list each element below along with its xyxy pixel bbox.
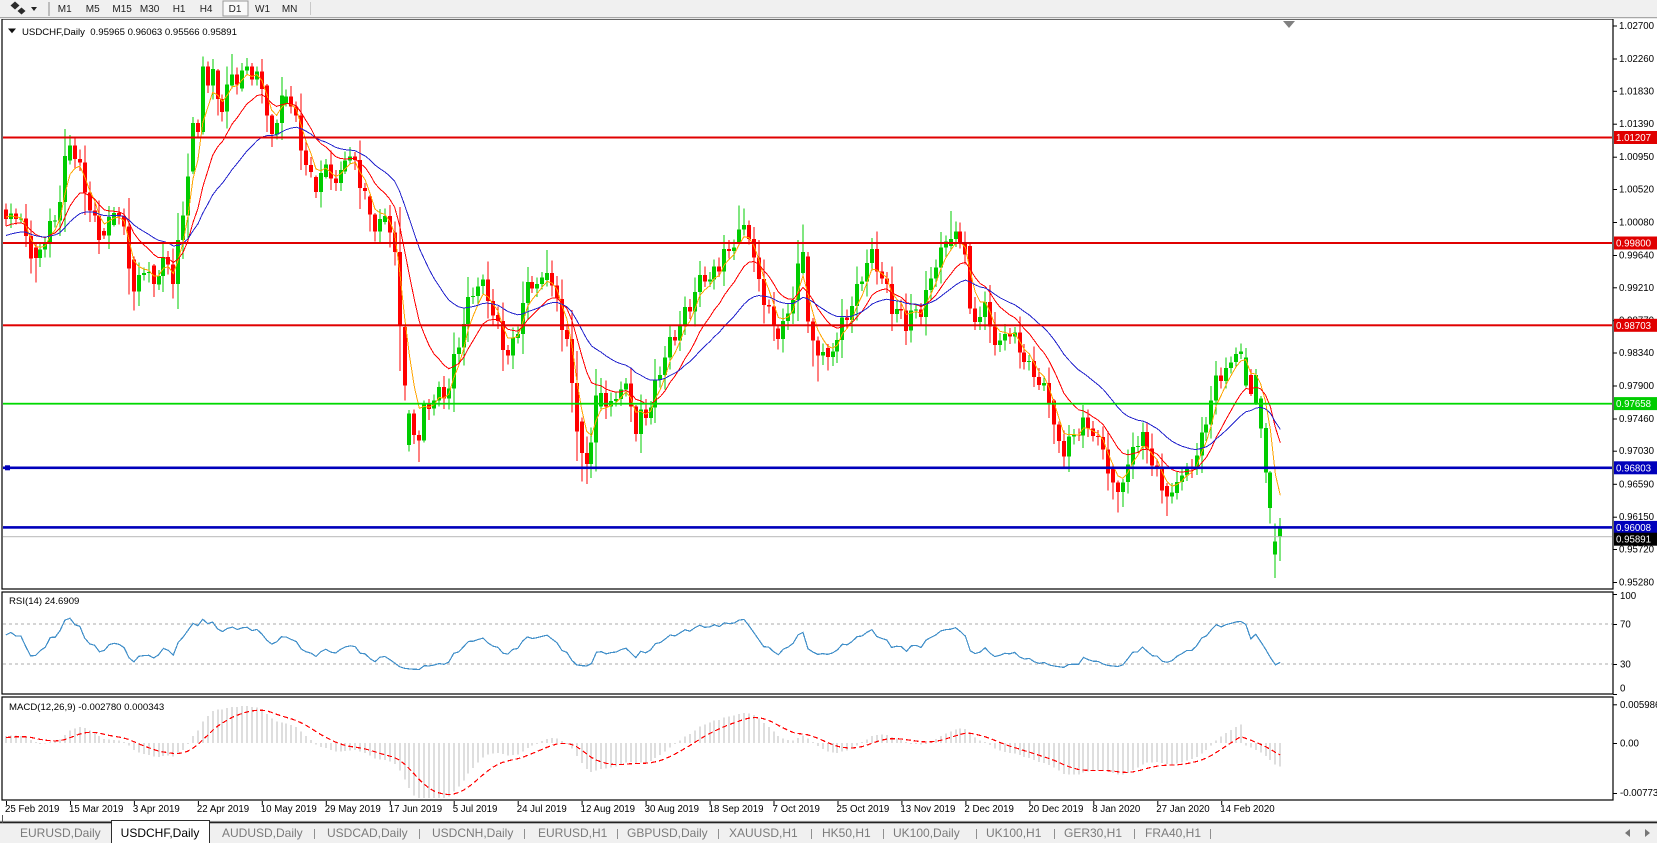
svg-text:14 Feb 2020: 14 Feb 2020 [1220,804,1275,815]
svg-text:12 Aug 2019: 12 Aug 2019 [581,804,635,815]
svg-text:0.98703: 0.98703 [1616,321,1651,332]
svg-text:1.01390: 1.01390 [1619,119,1655,130]
svg-text:H1: H1 [173,4,186,15]
svg-text:0.00: 0.00 [1620,739,1639,750]
svg-text:D1: D1 [229,4,242,15]
svg-text:RSI(14) 24.6909: RSI(14) 24.6909 [9,596,79,607]
svg-text:8 Jan 2020: 8 Jan 2020 [1092,804,1141,815]
svg-text:FRA40,H1: FRA40,H1 [1145,826,1201,840]
svg-text:0.95891: 0.95891 [1616,535,1651,546]
svg-text:MN: MN [282,4,298,15]
svg-text:0.97658: 0.97658 [1616,399,1651,410]
svg-text:3 Apr 2019: 3 Apr 2019 [133,804,180,815]
svg-text:30: 30 [1620,660,1631,671]
svg-text:H4: H4 [200,4,213,15]
svg-text:29 May 2019: 29 May 2019 [325,804,381,815]
svg-text:EURUSD,H1: EURUSD,H1 [538,826,608,840]
svg-text:1.00520: 1.00520 [1619,185,1655,196]
svg-text:30 Aug 2019: 30 Aug 2019 [645,804,699,815]
svg-text:1.00950: 1.00950 [1619,152,1655,163]
svg-text:0.96803: 0.96803 [1616,463,1651,474]
svg-text:W1: W1 [255,4,270,15]
svg-text:0.98340: 0.98340 [1619,348,1655,359]
svg-text:UK100,H1: UK100,H1 [986,826,1042,840]
svg-text:HK50,H1: HK50,H1 [822,826,871,840]
svg-text:M1: M1 [58,4,72,15]
svg-text:27 Jan 2020: 27 Jan 2020 [1156,804,1210,815]
svg-text:25 Oct 2019: 25 Oct 2019 [837,804,890,815]
svg-text:0.95720: 0.95720 [1619,545,1655,556]
svg-text:0.96008: 0.96008 [1616,523,1651,534]
svg-text:13 Nov 2019: 13 Nov 2019 [900,804,955,815]
svg-text:1.01830: 1.01830 [1619,86,1655,97]
svg-text:5 Jul 2019: 5 Jul 2019 [453,804,498,815]
svg-text:AUDUSD,Daily: AUDUSD,Daily [222,826,303,840]
svg-text:0.005986: 0.005986 [1620,700,1657,711]
svg-text:0.97030: 0.97030 [1619,446,1655,457]
svg-text:24 Jul 2019: 24 Jul 2019 [517,804,567,815]
svg-text:1.02700: 1.02700 [1619,21,1655,32]
svg-text:-0.007737: -0.007737 [1620,788,1657,799]
svg-text:7 Oct 2019: 7 Oct 2019 [773,804,820,815]
svg-text:100: 100 [1620,591,1637,602]
svg-text:M30: M30 [140,4,160,15]
svg-text:0.97900: 0.97900 [1619,381,1655,392]
svg-text:USDCAD,Daily: USDCAD,Daily [327,826,408,840]
svg-text:0.95280: 0.95280 [1619,578,1655,589]
svg-text:0: 0 [1620,684,1626,695]
svg-text:0.96590: 0.96590 [1619,479,1655,490]
svg-text:0.99800: 0.99800 [1616,239,1652,250]
svg-text:GER30,H1: GER30,H1 [1064,826,1122,840]
svg-text:UK100,Daily: UK100,Daily [893,826,960,840]
svg-text:M5: M5 [86,4,100,15]
svg-text:10 May 2019: 10 May 2019 [261,804,317,815]
svg-text:USDCNH,Daily: USDCNH,Daily [432,826,513,840]
svg-text:0.99640: 0.99640 [1619,251,1655,262]
svg-text:0.99210: 0.99210 [1619,283,1655,294]
svg-text:M15: M15 [112,4,132,15]
svg-text:1.02260: 1.02260 [1619,54,1655,65]
svg-text:XAUUSD,H1: XAUUSD,H1 [729,826,798,840]
svg-text:0.97460: 0.97460 [1619,414,1655,425]
svg-text:18 Sep 2019: 18 Sep 2019 [709,804,764,815]
svg-text:22 Apr 2019: 22 Apr 2019 [197,804,249,815]
svg-text:1.00080: 1.00080 [1619,218,1655,229]
svg-text:1.01207: 1.01207 [1616,133,1651,144]
svg-text:MACD(12,26,9) -0.002780 0.0003: MACD(12,26,9) -0.002780 0.000343 [9,702,164,713]
svg-text:20 Dec 2019: 20 Dec 2019 [1028,804,1083,815]
svg-text:25 Feb 2019: 25 Feb 2019 [5,804,59,815]
svg-text:USDCHF,Daily: USDCHF,Daily [121,826,200,840]
svg-text:USDCHF,Daily 0.95965 0.96063: USDCHF,Daily 0.95965 0.96063 0.95566 0.9… [22,27,237,38]
svg-text:0.96150: 0.96150 [1619,512,1655,523]
svg-text:70: 70 [1620,620,1631,631]
svg-text:17 Jun 2019: 17 Jun 2019 [389,804,442,815]
svg-text:2 Dec 2019: 2 Dec 2019 [964,804,1014,815]
svg-text:GBPUSD,Daily: GBPUSD,Daily [627,826,708,840]
svg-text:EURUSD,Daily: EURUSD,Daily [20,826,101,840]
svg-text:15 Mar 2019: 15 Mar 2019 [69,804,123,815]
